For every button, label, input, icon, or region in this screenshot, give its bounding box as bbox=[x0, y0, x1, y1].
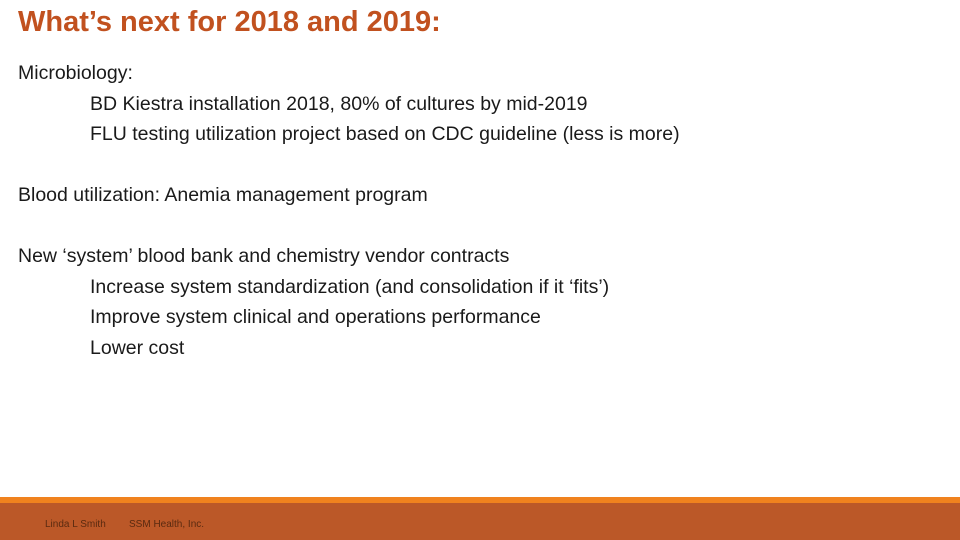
spacer bbox=[18, 211, 938, 242]
spacer bbox=[18, 150, 938, 181]
contracts-item: Increase system standardization (and con… bbox=[90, 275, 610, 298]
footer-bar bbox=[0, 503, 960, 540]
slide-body: Microbiology: BD Kiestra installation 20… bbox=[18, 58, 938, 363]
microbiology-item: FLU testing utilization project based on… bbox=[90, 123, 680, 145]
footer-accent-stripe bbox=[0, 497, 960, 503]
microbiology-heading: Microbiology: bbox=[18, 62, 133, 84]
contracts-item: Improve system clinical and operations p… bbox=[90, 306, 541, 328]
footer-organization: SSM Health, Inc. bbox=[129, 519, 205, 530]
slide-title: What’s next for 2018 and 2019: bbox=[18, 6, 441, 38]
contracts-heading: New ‘system’ blood bank and chemistry ve… bbox=[18, 245, 510, 267]
microbiology-item: BD Kiestra installation 2018, 80% of cul… bbox=[90, 92, 588, 115]
blood-utilization-line: Blood utilization: Anemia management pro… bbox=[18, 184, 428, 206]
footer-author: Linda L Smith bbox=[45, 519, 106, 530]
contracts-item: Lower cost bbox=[90, 336, 185, 359]
